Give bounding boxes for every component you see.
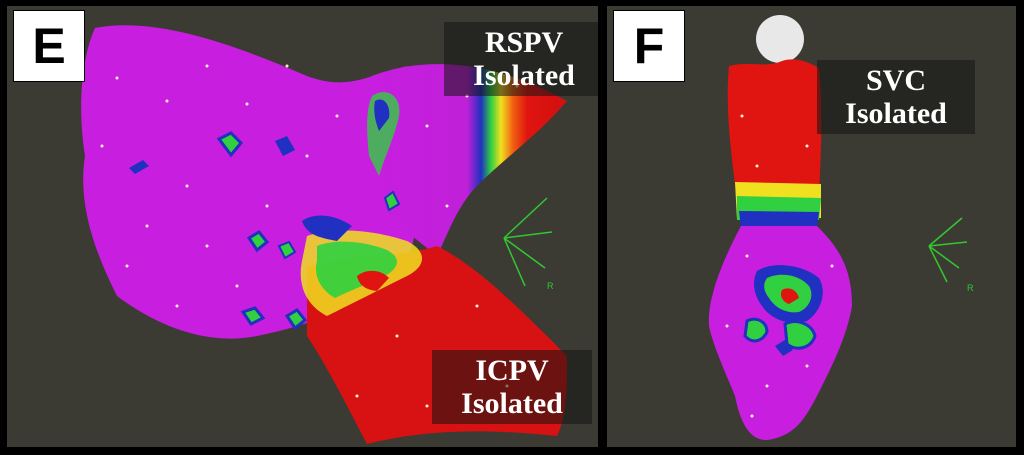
panel-letter-f: F — [613, 10, 685, 82]
svc-label-line2: Isolated — [845, 97, 947, 130]
panel-letter-e: E — [13, 10, 85, 82]
svc-label-line1: SVC — [865, 64, 926, 97]
icpv-label: ICPV Isolated — [432, 350, 592, 424]
low-voltage-islands — [129, 131, 401, 331]
svc-activation-map: R — [708, 15, 974, 441]
atrium-lower-body — [708, 226, 852, 441]
orientation-axes — [503, 197, 553, 287]
icpv-label-line2: Isolated — [461, 387, 563, 420]
panel-f: R F SVC Isolated — [607, 6, 1016, 447]
axis-marker-label-f: R — [967, 283, 974, 293]
axis-marker-label: R — [547, 281, 554, 291]
panel-e: R E RSPV Isolated ICPV Isolated — [7, 6, 598, 447]
rspv-label-line1: RSPV — [484, 26, 564, 59]
rspv-vein — [367, 64, 567, 256]
low-voltage-islands-f — [743, 265, 823, 356]
rspv-label-line2: Isolated — [473, 59, 575, 92]
catheter-sphere — [756, 15, 804, 63]
icpv-label-line1: ICPV — [475, 354, 549, 387]
orientation-axes-f — [928, 217, 968, 283]
svc-label: SVC Isolated — [817, 60, 975, 134]
rspv-label: RSPV Isolated — [444, 22, 598, 96]
svc-tube — [727, 59, 822, 198]
sample-points-f — [725, 114, 834, 418]
